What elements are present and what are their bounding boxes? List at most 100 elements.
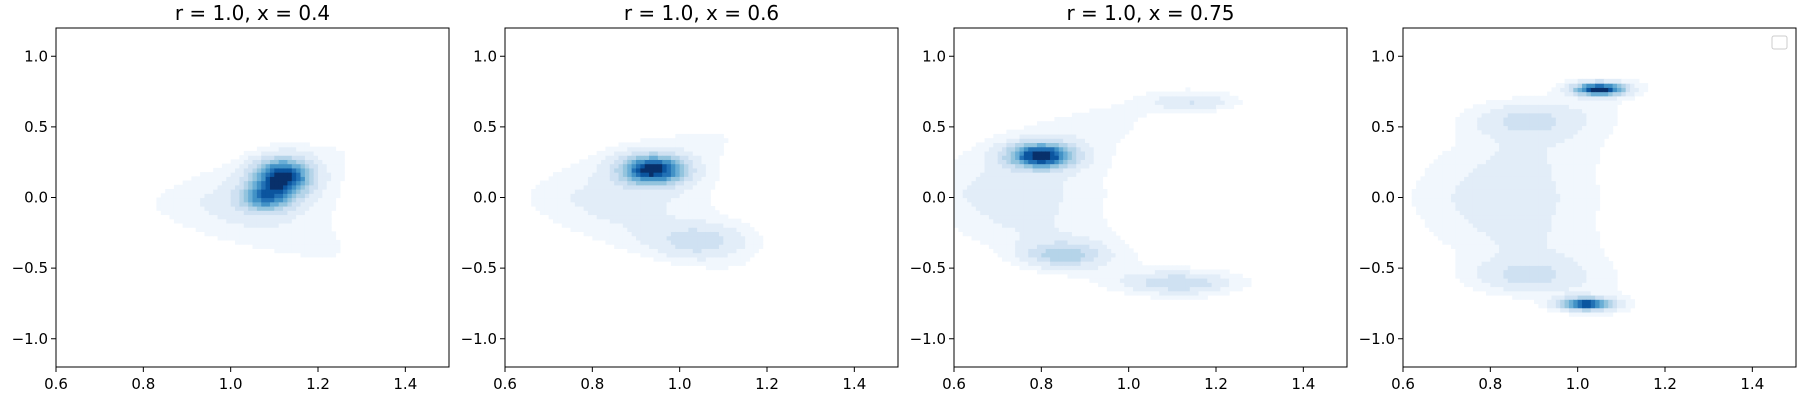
contour-cell <box>976 193 981 198</box>
contour-cell <box>1050 121 1055 126</box>
contour-cell <box>301 248 306 253</box>
contour-cell <box>1543 134 1548 139</box>
contour-cell <box>1451 206 1456 211</box>
contour-cell <box>1033 181 1038 186</box>
contour-cell <box>1482 240 1487 245</box>
contour-cell <box>1573 227 1578 232</box>
contour-cell <box>1464 147 1469 152</box>
contour-cell <box>985 210 990 215</box>
contour-cell <box>1499 227 1504 232</box>
contour-cell <box>287 168 292 173</box>
contour-cell <box>261 164 266 169</box>
contour-cell <box>292 223 297 228</box>
contour-cell <box>1089 113 1094 118</box>
contour-cell <box>1503 109 1508 114</box>
contour-cell <box>1538 189 1543 194</box>
contour-cell <box>266 240 271 245</box>
contour-cell <box>287 240 292 245</box>
contour-cell <box>719 219 724 224</box>
contour-cell <box>1508 270 1513 275</box>
contour-cell <box>1068 138 1073 143</box>
contour-cell <box>645 214 650 219</box>
contour-cell <box>1560 155 1565 160</box>
contour-cell <box>239 219 244 224</box>
contour-cell <box>200 172 205 177</box>
contour-cell <box>662 202 667 207</box>
contour-cell <box>1486 286 1491 291</box>
contour-cell <box>314 164 319 169</box>
contour-cell <box>614 168 619 173</box>
contour-cell <box>976 181 981 186</box>
contour-cell <box>1102 282 1107 287</box>
contour-cell <box>632 223 637 228</box>
contour-cell <box>557 181 562 186</box>
contour-cell <box>627 176 632 181</box>
contour-cell <box>1050 130 1055 135</box>
contour-cell <box>662 138 667 143</box>
contour-cell <box>161 210 166 215</box>
contour-cell <box>309 155 314 160</box>
contour-cell <box>1089 176 1094 181</box>
contour-cell <box>614 223 619 228</box>
contour-cell <box>318 159 323 164</box>
contour-cell <box>1573 151 1578 156</box>
contour-cell <box>1565 198 1570 203</box>
contour-cell <box>1151 109 1156 114</box>
contour-cell <box>1199 104 1204 109</box>
contour-cell <box>1094 125 1099 130</box>
contour-cell <box>1578 312 1583 317</box>
contour-cell <box>645 231 650 236</box>
contour-cell <box>1460 130 1465 135</box>
contour-cell <box>1442 181 1447 186</box>
contour-cell <box>719 231 724 236</box>
contour-cell <box>1015 202 1020 207</box>
contour-cell <box>1442 193 1447 198</box>
contour-cell <box>1151 104 1156 109</box>
contour-cell <box>1116 244 1121 249</box>
contour-cell <box>1495 121 1500 126</box>
contour-cell <box>627 248 632 253</box>
contour-cell <box>1002 257 1007 262</box>
contour-cell <box>235 236 240 241</box>
contour-cell <box>1569 147 1574 152</box>
contour-cell <box>1477 214 1482 219</box>
contour-cell <box>209 210 214 215</box>
contour-cell <box>266 227 271 232</box>
contour-cell <box>980 151 985 156</box>
contour-cell <box>1569 227 1574 232</box>
contour-cell <box>1469 236 1474 241</box>
contour-cell <box>998 240 1003 245</box>
contour-cell <box>579 214 584 219</box>
contour-cell <box>1565 92 1570 97</box>
contour-cell <box>1024 155 1029 160</box>
contour-cell <box>183 198 188 203</box>
contour-cell <box>1102 261 1107 266</box>
contour-cell <box>1094 236 1099 241</box>
contour-cell <box>1059 253 1064 258</box>
contour-cell <box>1490 202 1495 207</box>
contour-cell <box>1011 253 1016 258</box>
contour-cell <box>627 210 632 215</box>
contour-cell <box>1469 176 1474 181</box>
contour-cell <box>1089 240 1094 245</box>
contour-cell <box>706 193 711 198</box>
contour-cell <box>1543 236 1548 241</box>
contour-cell <box>174 193 179 198</box>
contour-cell <box>1486 147 1491 152</box>
contour-cell <box>266 176 271 181</box>
contour-cell <box>1530 125 1535 130</box>
contour-cell <box>1508 138 1513 143</box>
contour-cell <box>723 236 728 241</box>
contour-cell <box>1102 257 1107 262</box>
contour-cell <box>1120 240 1125 245</box>
contour-cell <box>1041 151 1046 156</box>
contour-cell <box>1455 134 1460 139</box>
contour-cell <box>1098 130 1103 135</box>
contour-cell <box>557 214 562 219</box>
contour-cell <box>610 214 615 219</box>
contour-cell <box>976 151 981 156</box>
contour-cell <box>1512 202 1517 207</box>
contour-cell <box>1233 96 1238 101</box>
contour-cell <box>1442 164 1447 169</box>
contour-cell <box>1085 244 1090 249</box>
